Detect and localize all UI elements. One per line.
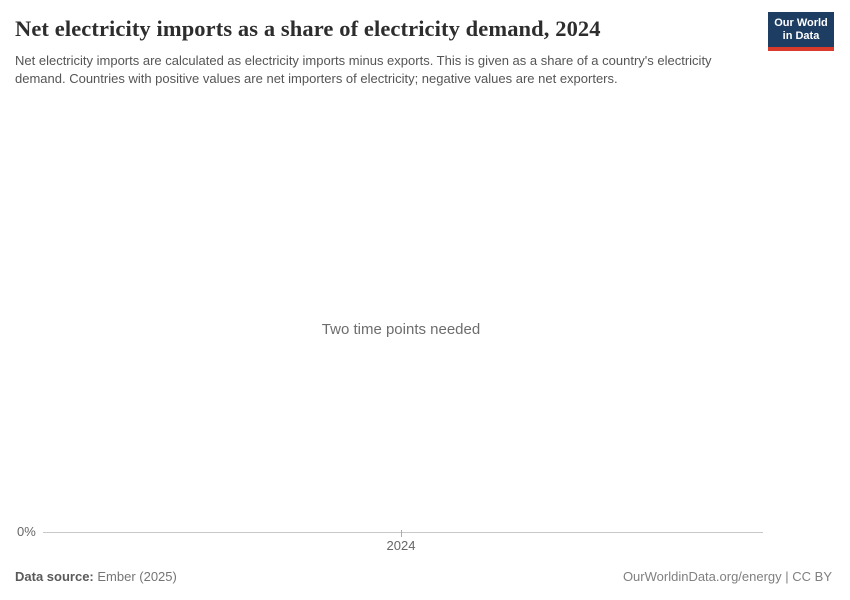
owid-logo-red-bar	[768, 47, 834, 51]
data-source: Data source: Ember (2025)	[15, 569, 177, 584]
data-source-label: Data source:	[15, 569, 94, 584]
chart-footer: Data source: Ember (2025) OurWorldinData…	[15, 569, 832, 584]
owid-logo-line1: Our World	[774, 17, 828, 29]
owid-logo-line2: in Data	[782, 30, 820, 42]
chart-plot-area: Two time points needed	[0, 110, 850, 530]
chart-subtitle: Net electricity imports are calculated a…	[15, 53, 712, 86]
data-source-value[interactable]: Ember (2025)	[93, 569, 177, 584]
y-axis-zero-label: 0%	[17, 524, 36, 539]
x-axis-tick-label: 2024	[386, 538, 416, 553]
empty-state-message: Two time points needed	[321, 321, 481, 338]
owid-logo[interactable]: Our World in Data	[768, 12, 834, 51]
x-axis-line	[43, 532, 763, 533]
owid-logo-box: Our World in Data	[768, 12, 834, 47]
attribution-link[interactable]: OurWorldinData.org/energy | CC BY	[622, 569, 832, 584]
page-title: Net electricity imports as a share of el…	[15, 16, 601, 41]
x-axis-tick	[401, 530, 402, 537]
